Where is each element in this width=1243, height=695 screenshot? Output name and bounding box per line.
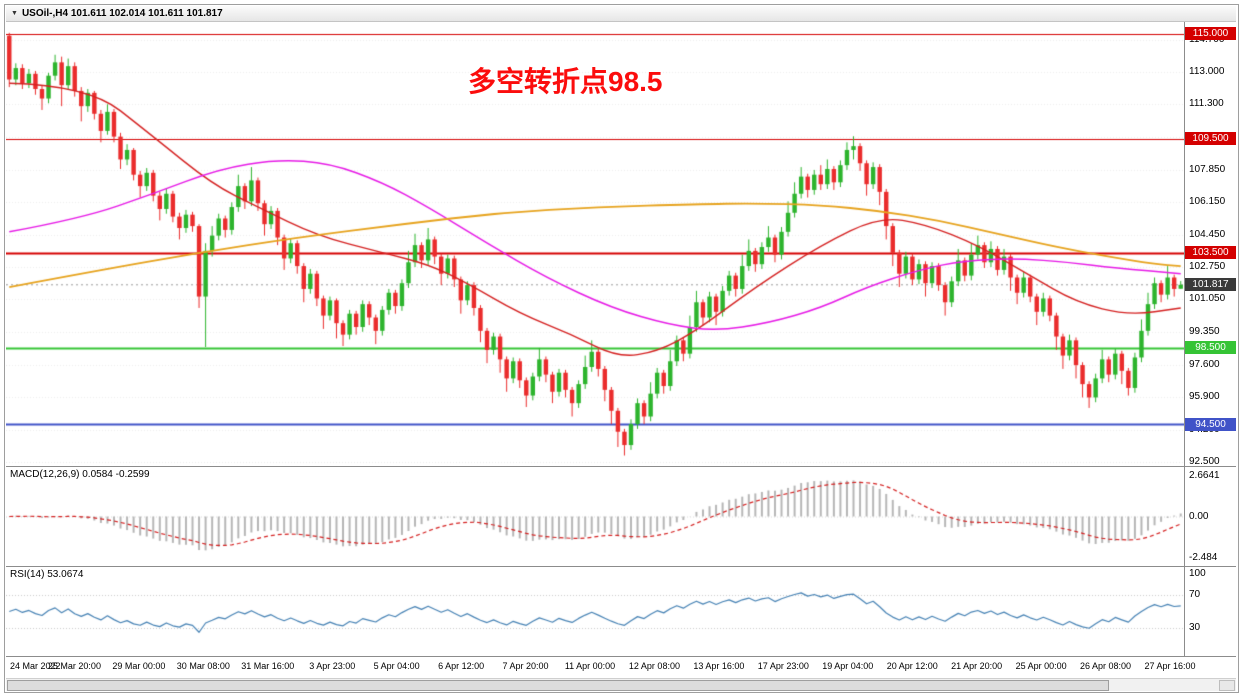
chart-title: USOil-,H4 101.611 102.014 101.611 101.81…	[21, 8, 223, 19]
time-axis-label: 30 Mar 08:00	[176, 661, 230, 671]
horizontal-scrollbar[interactable]	[6, 678, 1236, 691]
price-line-badge: 109.500	[1185, 132, 1236, 146]
price-axis-scale[interactable]	[1185, 22, 1237, 656]
time-axis-label: 3 Apr 23:00	[309, 661, 356, 671]
collapse-triangle-icon[interactable]: ▼	[11, 10, 18, 17]
price-axis-label: 106.150	[1189, 196, 1226, 208]
time-axis-label: 7 Apr 20:00	[502, 661, 549, 671]
price-axis-label: 104.450	[1189, 228, 1226, 240]
pane-separator[interactable]	[6, 566, 1236, 567]
time-axis-label: 27 Apr 16:00	[1144, 661, 1196, 671]
rsi-axis-label: 100	[1189, 568, 1206, 579]
price-axis-label: 97.600	[1189, 359, 1220, 371]
macd-axis-label: 2.6641	[1189, 470, 1220, 481]
price-line-badge: 115.000	[1185, 27, 1236, 41]
time-axis-label: 29 Mar 00:00	[112, 661, 166, 671]
rsi-indicator-label: RSI(14) 53.0674	[10, 569, 84, 580]
time-axis-label: 19 Apr 04:00	[822, 661, 874, 671]
macd-axis-label: -2.484	[1189, 552, 1218, 563]
price-axis-label: 111.300	[1189, 98, 1224, 110]
time-axis-label: 12 Apr 08:00	[628, 661, 680, 671]
price-axis-label: 102.750	[1189, 261, 1226, 273]
scrollbar-thumb[interactable]	[7, 680, 1109, 691]
chart-annotation-text: 多空转折点98.5	[468, 66, 663, 97]
price-chart-canvas[interactable]	[6, 22, 1184, 466]
chart-window-titlebar: ▼ USOil-,H4 101.611 102.014 101.611 101.8…	[6, 6, 1236, 22]
price-axis-label: 101.050	[1189, 293, 1226, 305]
price-axis-label: 95.900	[1189, 391, 1220, 403]
rsi-axis-label: 70	[1189, 588, 1201, 600]
price-line-badge: 98.500	[1185, 341, 1236, 355]
price-axis-label: 92.500	[1189, 456, 1220, 468]
time-axis-label: 20 Apr 12:00	[886, 661, 938, 671]
macd-indicator-label: MACD(12,26,9) 0.0584 -0.2599	[10, 469, 150, 480]
price-line-badge: 94.500	[1185, 417, 1236, 431]
time-axis[interactable]: 24 Mar 2022 25 Mar 20:00 29 Mar 00:00 30 Ma…	[6, 657, 1236, 677]
time-axis-label: 17 Apr 23:00	[757, 661, 809, 671]
price-axis-label: 113.000	[1189, 65, 1225, 77]
time-axis-label: 6 Apr 12:00	[438, 661, 485, 671]
time-axis-label: 13 Apr 16:00	[693, 661, 745, 671]
price-line-badge: 103.500	[1185, 246, 1236, 260]
current-price-badge: 101.817	[1185, 278, 1236, 292]
pane-separator[interactable]	[6, 656, 1236, 657]
time-axis-label: 25 Mar 20:00	[47, 661, 101, 671]
scrollbar-corner	[1219, 680, 1235, 691]
time-axis-label: 25 Apr 00:00	[1015, 661, 1067, 671]
time-axis-label: 5 Apr 04:00	[373, 661, 420, 671]
time-axis-label: 31 Mar 16:00	[241, 661, 295, 671]
price-axis-label: 107.850	[1189, 163, 1226, 175]
pane-separator[interactable]	[6, 466, 1236, 467]
time-axis-label: 21 Apr 20:00	[951, 661, 1003, 671]
macd-canvas[interactable]	[6, 467, 1184, 566]
time-axis-label: 11 Apr 00:00	[564, 661, 616, 671]
axis-separator	[1184, 22, 1185, 656]
rsi-canvas[interactable]	[6, 567, 1184, 656]
time-axis-label: 24 Mar 2022	[10, 661, 61, 671]
rsi-axis-label: 30	[1189, 622, 1201, 634]
macd-axis-label: 0.00	[1189, 510, 1209, 522]
price-axis-label: 99.350	[1189, 325, 1220, 337]
time-axis-label: 26 Apr 08:00	[1080, 661, 1132, 671]
